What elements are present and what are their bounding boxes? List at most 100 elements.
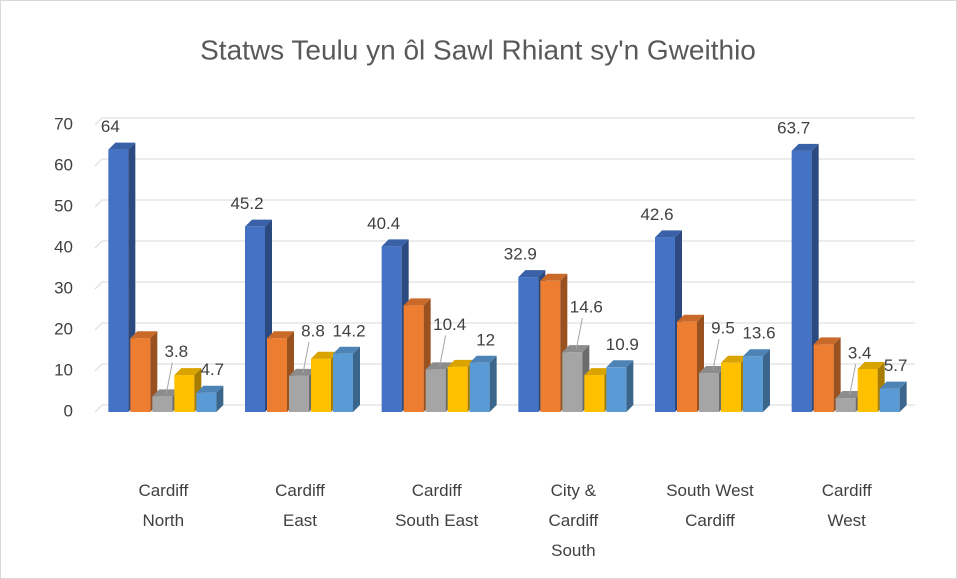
- y-tick-label: 70: [54, 114, 73, 133]
- y-tick-label: 30: [54, 278, 73, 297]
- y-tick-label: 60: [54, 155, 73, 174]
- bar: [813, 337, 841, 412]
- bar-top: [813, 337, 841, 345]
- x-tick-label: City & Cardiff South: [548, 481, 598, 560]
- bar-top: [381, 239, 409, 247]
- grid-line: [94, 322, 915, 331]
- bar-front: [584, 375, 605, 412]
- chart-title: Statws Teulu yn ôl Sawl Rhiant sy'n Gwei…: [200, 34, 756, 65]
- grid-line: [94, 199, 915, 208]
- bar-top: [403, 298, 431, 306]
- data-label: 3.4: [848, 344, 872, 363]
- bar-top: [447, 359, 475, 367]
- bar: [743, 349, 770, 412]
- bar: [447, 359, 475, 412]
- bar-top: [677, 314, 704, 322]
- x-tick-label: South West Cardiff: [666, 481, 754, 530]
- data-label: 45.2: [230, 194, 263, 213]
- bar-front: [743, 356, 763, 412]
- bar-front: [174, 375, 195, 412]
- bar: [196, 385, 224, 412]
- data-label: 64: [101, 117, 120, 136]
- bar-top: [518, 270, 546, 278]
- leader-line: [165, 362, 173, 394]
- y-tick-label: 20: [54, 319, 73, 338]
- bar-front: [835, 398, 856, 412]
- bar-front: [152, 396, 173, 412]
- grid-line: [94, 240, 915, 249]
- bar-top: [584, 368, 612, 376]
- bar-front: [381, 246, 402, 412]
- leader-line: [439, 335, 447, 367]
- data-label: 4.7: [201, 360, 225, 379]
- grid-line: [94, 363, 915, 372]
- bar-front: [289, 375, 309, 412]
- y-tick-label: 10: [54, 360, 73, 379]
- grid-line: [94, 404, 915, 413]
- bar-side: [763, 349, 770, 412]
- y-tick-label: 50: [54, 196, 73, 215]
- data-label: 3.8: [165, 342, 189, 361]
- x-tick-label: Cardiff South East: [395, 481, 478, 530]
- bar-top: [879, 381, 907, 389]
- bar-top: [835, 391, 863, 399]
- grid-line: [94, 117, 915, 126]
- bar-front: [267, 338, 287, 412]
- bar: [130, 331, 158, 412]
- bar: [879, 381, 907, 412]
- bar-side: [489, 355, 497, 412]
- y-tick-label: 40: [54, 237, 73, 256]
- data-label: 12: [476, 330, 495, 349]
- bar-top: [699, 366, 726, 374]
- bar-top: [108, 142, 136, 150]
- bar-top: [152, 389, 180, 397]
- bar-side: [216, 385, 224, 412]
- bar-front: [857, 368, 878, 412]
- bar-front: [108, 149, 129, 412]
- bar-front: [677, 321, 697, 412]
- bar-side: [150, 331, 158, 412]
- data-label: 13.6: [742, 324, 775, 343]
- bar-front: [540, 280, 561, 412]
- data-label: 9.5: [711, 319, 735, 338]
- x-tick-label: Cardiff West: [822, 481, 872, 530]
- bar-front: [606, 367, 627, 412]
- bar-front: [245, 226, 265, 412]
- data-label: 14.2: [332, 321, 365, 340]
- bar-top: [289, 368, 316, 376]
- bar-top: [196, 385, 224, 393]
- bar-front: [655, 237, 675, 412]
- bar-top: [425, 362, 453, 370]
- y-tick-label: 0: [64, 401, 73, 420]
- bar: [333, 346, 360, 412]
- leader-line: [575, 318, 583, 350]
- bar-top: [721, 355, 748, 363]
- bar-top: [655, 230, 682, 238]
- bar-top: [469, 355, 497, 363]
- bar-front: [813, 344, 834, 412]
- data-label: 14.6: [570, 298, 603, 317]
- bar: [403, 298, 431, 412]
- leader-line: [302, 341, 310, 374]
- bar-front: [469, 362, 490, 412]
- bar-front: [879, 388, 900, 412]
- bar-front: [425, 369, 446, 412]
- bar-top: [311, 351, 338, 359]
- data-label: 32.9: [504, 245, 537, 264]
- bar-top: [130, 331, 158, 339]
- bar-front: [311, 358, 331, 412]
- grid-line: [94, 158, 915, 167]
- data-label: 42.6: [640, 205, 673, 224]
- data-label: 10.4: [433, 315, 466, 334]
- bar-top: [606, 360, 634, 368]
- data-label: 5.7: [884, 356, 908, 375]
- data-label: 63.7: [777, 118, 810, 137]
- bar-front: [403, 305, 424, 412]
- bar-front: [721, 362, 741, 412]
- bar-top: [333, 346, 360, 354]
- bar-front: [791, 150, 812, 412]
- bar-side: [833, 337, 841, 412]
- x-tick-label: Cardiff East: [275, 481, 325, 530]
- bar-front: [518, 277, 539, 412]
